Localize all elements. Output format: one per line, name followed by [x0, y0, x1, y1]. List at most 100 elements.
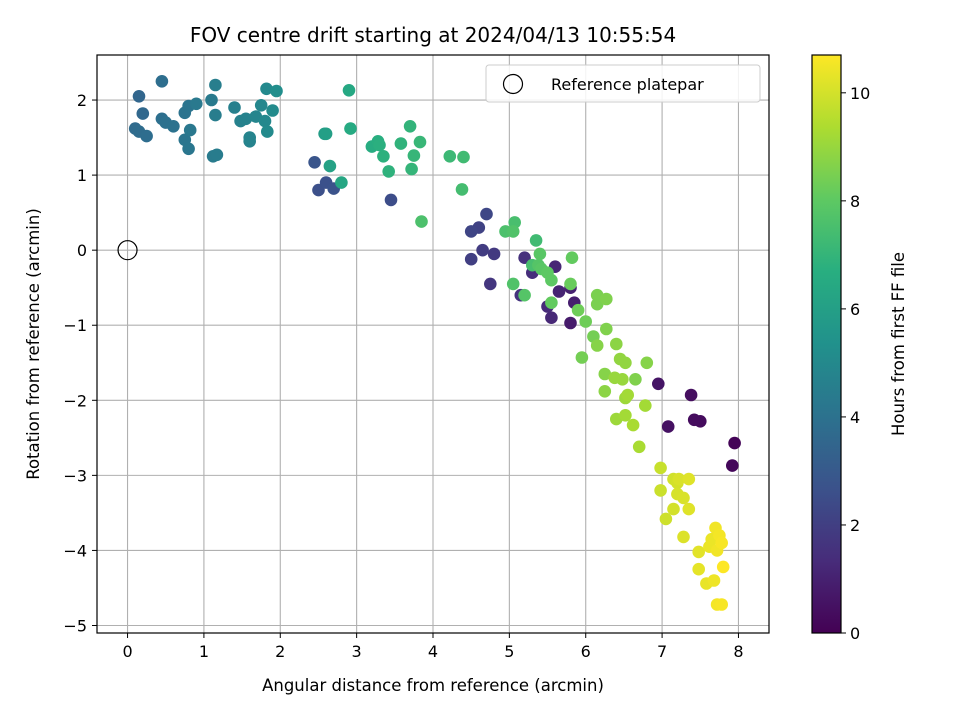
- data-point: [407, 149, 421, 162]
- x-tick-label: 0: [122, 642, 132, 661]
- data-point: [487, 247, 501, 261]
- x-axis-label: Angular distance from reference (arcmin): [262, 676, 604, 695]
- colorbar-tick-label: 2: [850, 516, 860, 535]
- data-point: [545, 311, 558, 325]
- data-point: [598, 385, 612, 398]
- data-point: [610, 337, 623, 351]
- data-point: [167, 120, 180, 133]
- data-point: [571, 303, 585, 317]
- data-point: [661, 420, 675, 433]
- data-point: [270, 84, 283, 98]
- data-point: [455, 183, 469, 196]
- y-tick-label: −4: [63, 541, 87, 560]
- data-point: [639, 399, 652, 412]
- data-points: [128, 75, 741, 611]
- data-point: [619, 409, 632, 422]
- data-point: [243, 131, 256, 144]
- data-point: [260, 82, 273, 96]
- grid-lines: [97, 55, 769, 633]
- data-point: [476, 243, 489, 257]
- legend-open-circle-marker: [502, 73, 524, 95]
- data-point: [564, 316, 577, 330]
- data-point: [344, 122, 357, 135]
- data-point: [506, 277, 520, 291]
- data-point: [403, 120, 417, 133]
- x-tick-label: 4: [428, 642, 438, 661]
- data-point: [308, 156, 321, 169]
- data-point: [155, 75, 169, 88]
- data-point: [140, 129, 153, 143]
- data-point: [261, 125, 274, 138]
- data-point: [575, 351, 589, 364]
- data-point: [565, 251, 579, 264]
- data-point: [564, 277, 577, 291]
- x-tick-label: 1: [199, 642, 209, 661]
- y-tick-label: −2: [63, 391, 87, 410]
- data-point: [190, 97, 203, 111]
- data-point: [413, 135, 427, 149]
- data-point: [640, 356, 654, 370]
- data-point: [629, 373, 642, 386]
- x-tick-label: 5: [504, 642, 514, 661]
- data-point: [384, 193, 398, 207]
- y-tick-label: −3: [63, 466, 87, 485]
- data-point: [457, 150, 470, 164]
- data-point: [692, 545, 705, 559]
- data-point: [239, 112, 253, 126]
- data-point: [707, 574, 721, 587]
- data-point: [682, 472, 696, 486]
- data-point: [377, 150, 390, 163]
- chart-title: FOV centre drift starting at 2024/04/13 …: [190, 23, 676, 47]
- data-point: [619, 356, 632, 370]
- data-point: [342, 84, 356, 97]
- data-point: [715, 536, 728, 550]
- data-point: [394, 137, 408, 150]
- colorbar-tick-label: 0: [850, 624, 860, 643]
- colorbar-label: Hours from first FF file: [889, 252, 908, 436]
- data-point: [205, 93, 218, 107]
- data-point: [319, 127, 333, 141]
- data-point: [136, 107, 150, 120]
- legend-entry-reference-platepar: Reference platepar: [551, 75, 704, 94]
- data-point: [552, 285, 566, 298]
- colorbar-tick-label: 4: [850, 408, 860, 427]
- data-point: [692, 562, 705, 576]
- data-point: [616, 373, 629, 386]
- reference-platepar-marker: [117, 240, 138, 261]
- data-point: [654, 461, 667, 475]
- legend-box: [485, 64, 761, 103]
- colorbar-ticks: 0 2 4 6 8 10: [841, 84, 870, 643]
- colorbar-tick-label: 8: [850, 192, 860, 211]
- data-point: [545, 273, 558, 287]
- data-point: [209, 108, 222, 122]
- data-point: [266, 104, 279, 117]
- data-point: [687, 413, 701, 427]
- data-point: [335, 176, 348, 189]
- data-point: [632, 440, 646, 454]
- data-point: [182, 142, 195, 156]
- axis-ticks: 0 1 2 3 4 5 6 7 8 2 1 0 −1 −2 −3 −4 −5: [63, 91, 743, 661]
- colorbar-scale: [812, 55, 841, 633]
- data-point: [667, 502, 680, 516]
- data-point: [728, 436, 741, 450]
- x-tick-label: 8: [733, 642, 743, 661]
- data-point: [600, 292, 613, 306]
- colorbar-frame: [811, 54, 842, 634]
- data-point: [228, 101, 241, 114]
- data-point: [506, 225, 520, 238]
- data-point: [716, 560, 730, 574]
- data-point: [677, 491, 690, 505]
- y-tick-label: 2: [77, 91, 87, 110]
- y-tick-label: −5: [63, 616, 87, 635]
- data-point: [672, 472, 686, 486]
- data-point: [484, 277, 497, 291]
- data-point: [677, 530, 690, 544]
- reference-marker-layer: [117, 240, 138, 261]
- colorbar-tick-label: 10: [850, 84, 870, 103]
- data-point: [518, 288, 531, 302]
- data-point: [590, 339, 604, 352]
- data-point: [209, 78, 222, 92]
- data-point: [183, 123, 197, 137]
- data-point: [621, 388, 634, 402]
